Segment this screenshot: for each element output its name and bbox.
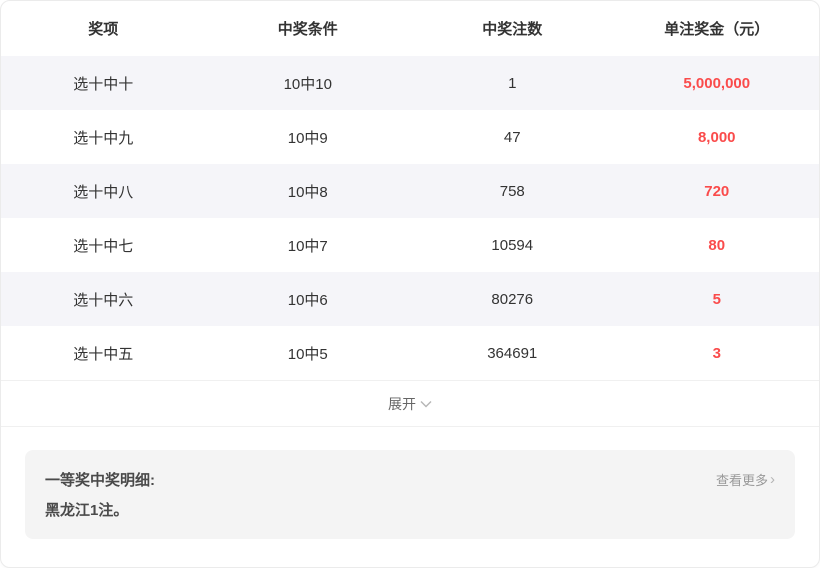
win-condition: 10中10 <box>283 75 332 93</box>
view-more-link[interactable]: 查看更多 › <box>716 470 775 489</box>
prize-amount: 3 <box>712 344 721 362</box>
prize-name: 选十中七 <box>73 237 134 255</box>
table-row: 选十中六 10中6 80276 5 <box>1 272 819 326</box>
table-row: 选十中七 10中7 10594 80 <box>1 218 819 272</box>
win-condition: 10中7 <box>287 237 328 255</box>
table-row: 选十中五 10中5 364691 3 <box>1 326 819 380</box>
prize-amount: 720 <box>704 182 730 200</box>
prize-amount: 5 <box>712 290 721 308</box>
expand-label: 展开 <box>388 395 416 412</box>
prize-table: 奖项 中奖条件 中奖注数 单注奖金（元） 选十中十 10中10 1 5,000,… <box>1 1 819 380</box>
win-count: 10594 <box>491 236 534 254</box>
win-count: 80276 <box>491 290 534 308</box>
header-count: 中奖注数 <box>482 21 543 38</box>
win-condition: 10中8 <box>287 183 328 201</box>
win-condition: 10中9 <box>287 129 328 147</box>
win-count: 47 <box>503 128 521 146</box>
first-prize-details-panel: 一等奖中奖明细: 查看更多 › 黑龙江1注。 <box>25 450 795 539</box>
prize-name: 选十中六 <box>73 291 134 309</box>
win-condition: 10中6 <box>287 291 328 309</box>
header-condition: 中奖条件 <box>277 21 338 38</box>
details-content: 黑龙江1注。 <box>45 502 129 519</box>
header-prize: 奖项 <box>88 21 119 38</box>
win-count: 1 <box>508 74 517 92</box>
first-prize-details-section: 一等奖中奖明细: 查看更多 › 黑龙江1注。 <box>1 427 819 562</box>
table-row: 选十中十 10中10 1 5,000,000 <box>1 56 819 110</box>
prize-amount: 8,000 <box>697 128 736 146</box>
chevron-right-icon: › <box>770 470 775 488</box>
expand-button[interactable]: 展开 <box>1 380 819 427</box>
table-row: 选十中九 10中9 47 8,000 <box>1 110 819 164</box>
header-amount: 单注奖金（元） <box>664 21 770 38</box>
table-header-row: 奖项 中奖条件 中奖注数 单注奖金（元） <box>1 1 819 56</box>
table-row: 选十中八 10中8 758 720 <box>1 164 819 218</box>
win-count: 364691 <box>487 344 538 362</box>
win-condition: 10中5 <box>287 345 328 363</box>
prize-name: 选十中五 <box>73 345 134 363</box>
details-title: 一等奖中奖明细: <box>45 472 155 489</box>
view-more-label: 查看更多 <box>715 473 768 488</box>
prize-name: 选十中九 <box>73 129 134 147</box>
win-count: 758 <box>499 182 525 200</box>
prize-name: 选十中十 <box>73 75 134 93</box>
chevron-down-icon <box>420 400 432 408</box>
prize-amount: 5,000,000 <box>683 74 751 92</box>
prize-amount: 80 <box>708 236 726 254</box>
prize-name: 选十中八 <box>73 183 134 201</box>
